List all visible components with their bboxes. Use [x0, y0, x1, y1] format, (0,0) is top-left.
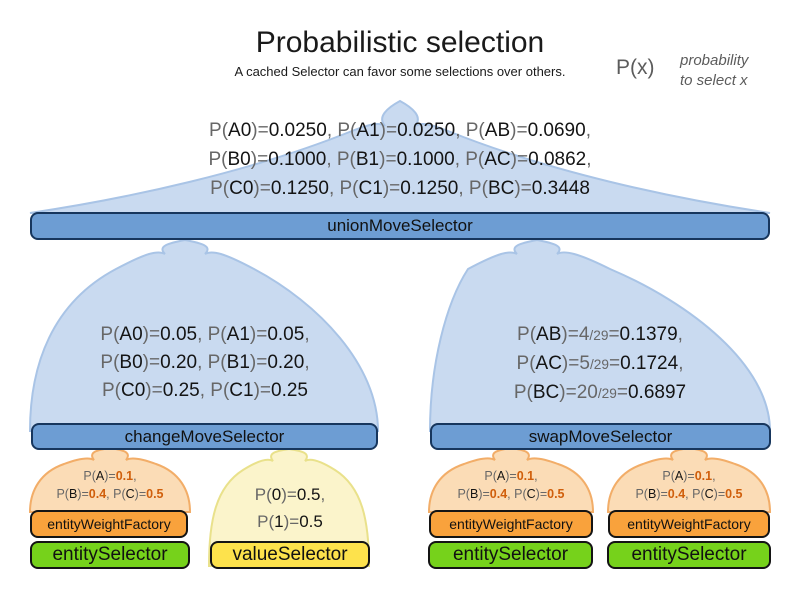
entity-selector-bar-2: entitySelector [428, 541, 593, 569]
value-prob-line-1: P(0)=0.5, [254, 485, 326, 504]
probability-symbol-label: P(x) [616, 56, 655, 79]
entity-weight-probabilities-3: P(A)=0.1, P(B)=0.4, P(C)=0.5 [609, 468, 769, 503]
probability-note-line1: probability [680, 52, 749, 69]
page-subtitle: A cached Selector can favor some selecti… [234, 64, 566, 79]
union-prob-line-1: P(A0)=0.0250, P(A1)=0.0250, P(AB)=0.0690… [209, 120, 591, 141]
entity-weight-2-line-1: P(A)=0.1, [484, 469, 538, 483]
entity-weight-factory-bar-3: entityWeightFactory [608, 510, 770, 538]
value-probabilities: P(0)=0.5, P(1)=0.5 [209, 481, 371, 535]
swap-prob-line-1: P(AB)=4/29=0.1379, [517, 324, 683, 345]
entity-weight-factory-bar-2: entityWeightFactory [429, 510, 593, 538]
entity-weight-factory-bar-1: entityWeightFactory [30, 510, 188, 538]
probability-note-line2: to select x [680, 72, 748, 89]
value-selector-bar: valueSelector [210, 541, 370, 569]
entity-weight-1-line-2: P(B)=0.4, P(C)=0.5 [56, 486, 164, 501]
change-prob-line-3: P(C0)=0.25, P(C1)=0.25 [102, 380, 308, 401]
entity-weight-3-line-1: P(A)=0.1, [662, 469, 716, 483]
swap-prob-line-3: P(BC)=20/29=0.6897 [513, 382, 687, 403]
change-funnel-probabilities: P(A0)=0.05, P(A1)=0.05, P(B0)=0.20, P(B1… [40, 321, 370, 405]
entity-selector-bar-3: entitySelector [607, 541, 771, 569]
union-funnel-shape [29, 99, 771, 214]
change-prob-line-2: P(B0)=0.20, P(B1)=0.20, [100, 352, 310, 373]
entity-weight-probabilities-1: P(A)=0.1, P(B)=0.4, P(C)=0.5 [30, 468, 190, 503]
union-prob-line-2: P(B0)=0.1000, P(B1)=0.1000, P(AC)=0.0862… [208, 149, 592, 170]
swap-funnel-shape [428, 238, 772, 432]
probability-note: probability to select x [680, 51, 790, 91]
entity-weight-3-line-2: P(B)=0.4, P(C)=0.5 [635, 486, 743, 501]
entity-selector-bar-1: entitySelector [30, 541, 190, 569]
entity-weight-1-line-1: P(A)=0.1, [83, 469, 137, 483]
change-prob-line-1: P(A0)=0.05, P(A1)=0.05, [100, 324, 310, 345]
value-prob-line-2: P(1)=0.5 [257, 512, 323, 531]
change-move-selector-bar: changeMoveSelector [31, 423, 378, 450]
change-funnel-shape [28, 238, 380, 432]
swap-prob-line-2: P(AC)=5/29=0.1724, [516, 353, 684, 374]
union-funnel-probabilities: P(A0)=0.0250, P(A1)=0.0250, P(AB)=0.0690… [80, 116, 720, 203]
entity-weight-2-line-2: P(B)=0.4, P(C)=0.5 [457, 486, 565, 501]
union-move-selector-bar: unionMoveSelector [30, 212, 770, 240]
swap-move-selector-bar: swapMoveSelector [430, 423, 771, 450]
entity-weight-probabilities-2: P(A)=0.1, P(B)=0.4, P(C)=0.5 [431, 468, 591, 503]
union-prob-line-3: P(C0)=0.1250, P(C1)=0.1250, P(BC)=0.3448 [210, 178, 590, 199]
swap-funnel-probabilities: P(AB)=4/29=0.1379, P(AC)=5/29=0.1724, P(… [435, 321, 765, 408]
page-title: Probabilistic selection [255, 26, 545, 59]
